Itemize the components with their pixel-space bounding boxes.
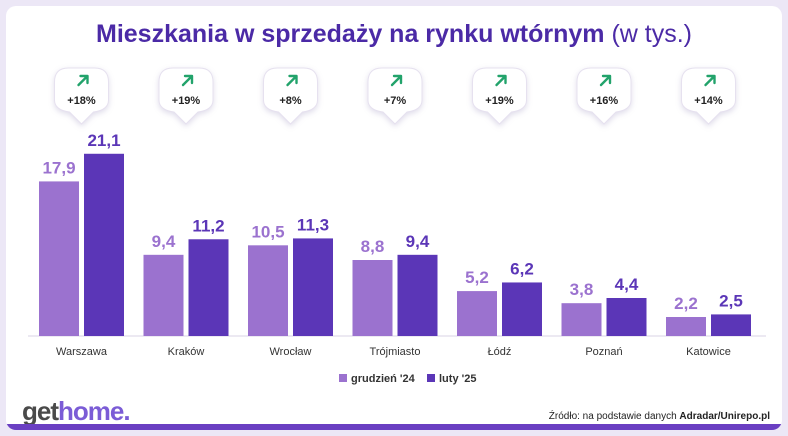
bar-dec24 (39, 181, 79, 336)
data-label: 6,2 (510, 259, 534, 278)
change-callout (681, 67, 736, 125)
category-label: Kraków (168, 346, 205, 358)
data-label: 17,9 (42, 158, 75, 177)
bar-chart: 17,9 21,1 Warszawa +18% 9,4 11,2 Kraków +19% 10,… (28, 67, 766, 385)
title-unit: (w tys.) (611, 20, 692, 48)
change-label: +8% (279, 95, 302, 107)
arrow-up-right-icon (495, 74, 507, 87)
legend-swatch (339, 374, 347, 382)
change-callout (472, 67, 527, 125)
data-label: 11,2 (192, 216, 224, 235)
arrow-up-right-icon (599, 74, 612, 87)
bottom-accent-strip (6, 424, 782, 430)
bar-feb25 (293, 238, 333, 336)
legend-label: luty '25 (439, 373, 476, 385)
bar-dec24 (352, 260, 393, 336)
page-title: Mieszkania w sprzedaży na rynku wtórnym … (6, 20, 782, 49)
source-note: Źródło: na podstawie danych Adradar/Unir… (548, 411, 770, 422)
arrow-up-right-icon (390, 74, 403, 87)
bar-feb25 (188, 239, 229, 336)
arrow-up-right-icon (286, 74, 298, 87)
bar-feb25 (502, 282, 542, 336)
category-label: Katowice (686, 346, 731, 358)
title-main: Mieszkania w sprzedaży na rynku wtórnym (96, 20, 605, 48)
data-label: 8,8 (361, 237, 385, 256)
bar-dec24 (666, 317, 706, 336)
change-callout (263, 67, 318, 125)
arrow-up-right-icon (77, 74, 89, 87)
arrow-up-right-icon (181, 74, 194, 87)
data-label: 9,4 (406, 232, 430, 251)
category-label: Łódź (488, 346, 512, 358)
bar-feb25 (606, 298, 647, 336)
change-callout (367, 67, 423, 125)
data-label: 10,5 (251, 222, 284, 241)
gethome-logo: gethome. (22, 396, 131, 426)
change-label: +14% (694, 95, 723, 107)
bar-dec24 (457, 291, 497, 336)
data-label: 4,4 (615, 275, 639, 294)
data-label: 2,5 (719, 291, 743, 310)
data-label: 9,4 (152, 232, 176, 251)
bar-dec24 (248, 245, 288, 336)
change-label: +19% (485, 95, 514, 107)
change-label: +19% (172, 95, 201, 107)
legend-label: grudzień '24 (351, 373, 416, 385)
category-label: Poznań (585, 346, 622, 358)
change-label: +16% (590, 95, 619, 107)
bar-dec24 (143, 254, 184, 336)
bar-feb25 (711, 314, 751, 336)
bar-feb25 (84, 153, 124, 336)
data-label: 2,2 (674, 294, 698, 313)
chart-card: Mieszkania w sprzedaży na rynku wtórnym … (6, 6, 782, 430)
data-label: 3,8 (570, 280, 594, 299)
change-callout (54, 67, 109, 125)
bar-feb25 (397, 254, 438, 336)
data-label: 5,2 (465, 268, 489, 287)
legend-swatch (427, 374, 435, 382)
category-label: Wrocław (270, 346, 312, 358)
bar-dec24 (561, 303, 602, 336)
category-label: Warszawa (56, 346, 108, 358)
arrow-up-right-icon (704, 74, 716, 87)
data-label: 21,1 (87, 131, 120, 150)
data-label: 11,3 (297, 215, 329, 234)
change-label: +18% (67, 95, 96, 107)
change-callout (576, 67, 632, 125)
change-callout (158, 67, 214, 125)
change-label: +7% (384, 95, 407, 107)
category-label: Trójmiasto (370, 346, 421, 358)
